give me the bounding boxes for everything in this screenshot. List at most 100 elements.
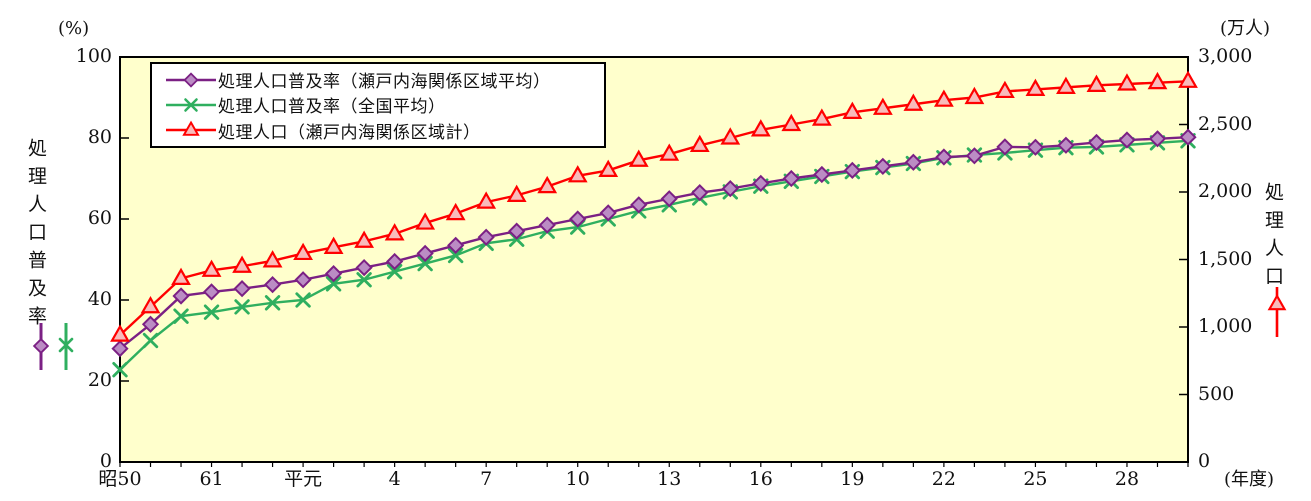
x-axis-tick-label: 7 [480,468,493,490]
series-triangle [110,70,1198,342]
x-marker-icon [203,304,220,320]
diamond-marker-icon [416,244,434,263]
triangle-marker-icon [720,127,741,145]
x-axis-tick-label: 13 [657,468,682,490]
x-axis-tick-label: 10 [565,468,590,490]
x-marker-icon [447,247,464,264]
left-axis-tick-label: 40 [87,288,112,310]
left-axis-tick-label: 100 [75,45,112,67]
triangle-marker-icon [842,101,863,119]
triangle-marker-icon [872,97,893,115]
right-axis-tick-label: 1,500 [1198,247,1253,270]
x-axis-tick-label: 28 [1114,468,1140,490]
triangle-marker-icon [1025,78,1046,96]
diamond-marker-icon [752,174,770,192]
diamond-marker-icon [32,337,50,355]
diamond-marker-icon [183,72,199,88]
triangle-marker-icon [598,159,619,177]
right-axis-title: 処理人口 [1262,182,1284,294]
triangle-marker-icon [171,267,191,285]
x-marker-icon [58,337,74,353]
x-axis-tick-label: 4 [388,468,401,490]
diamond-marker-icon [263,275,282,294]
diamond-marker-icon [1148,130,1167,148]
diamond-marker-icon [477,228,495,246]
x-marker-icon [325,276,342,292]
x-axis-tick-label: 平元 [284,468,323,490]
triangle-marker-icon [182,120,200,137]
right-axis-tick-label: 1,000 [1198,315,1253,337]
x-axis-tick-label: 16 [748,468,773,490]
diamond-marker-icon [1057,136,1075,154]
legend-marker-sample [166,120,216,137]
triangle-marker-icon [1147,71,1168,90]
diamond-marker-icon [111,339,129,358]
diamond-marker-icon [691,184,709,202]
x-marker-icon [386,263,403,280]
diamond-marker-icon [141,315,160,333]
x-marker-icon [184,98,198,112]
triangle-marker-icon [659,143,680,161]
diamond-marker-icon [172,287,190,305]
diamond-marker-icon [935,148,953,166]
triangle-marker-icon [903,93,924,111]
left-axis-title: 処理人口普及率 [25,138,47,334]
triangle-marker-icon [1056,76,1076,94]
triangle-marker-icon [384,223,405,241]
diamond-marker-icon [294,271,312,289]
left-axis-unit: (%) [58,18,90,39]
triangle-marker-icon [445,202,466,221]
legend-marker-sample [166,98,216,112]
diamond-marker-icon [996,138,1014,156]
x-marker-icon [234,299,250,315]
diamond-marker-icon [386,252,404,271]
diamond-marker-icon [233,280,251,298]
triangle-marker-icon [110,324,130,342]
triangle-marker-icon [415,212,436,230]
diamond-marker-icon [813,165,831,184]
diamond-marker-icon [508,222,526,240]
triangle-marker-icon [811,108,832,126]
x-axis-tick-label: 22 [931,468,956,490]
x-axis-tick-label: 25 [1023,468,1048,490]
legend-label: 処理人口（瀬戸内海関係区域計） [218,122,481,143]
diamond-marker-icon [630,196,648,214]
left-axis-series-marker-icons [32,323,74,370]
legend-item: 処理人口（瀬戸内海関係区域計） [164,118,600,143]
legend-label: 処理人口普及率（全国平均） [218,97,446,118]
x-marker-icon [142,332,159,349]
right-axis-unit: (万人) [1220,18,1271,39]
x-axis-unit: (年度) [1224,469,1275,490]
series-diamond [111,128,1197,358]
x-marker-icon [264,295,281,311]
left-axis-tick-label: 0 [99,450,112,472]
legend-item: 処理人口普及率（全国平均） [164,92,600,117]
left-axis-tick-label: 60 [87,207,112,229]
right-axis-tick-label: 3,000 [1198,45,1253,67]
right-axis-series-marker-icon [1267,287,1287,337]
x-axis-tick-label: 19 [840,468,865,490]
triangle-marker-icon [293,242,313,261]
diamond-marker-icon [599,204,617,222]
legend: 処理人口普及率（瀬戸内海関係区域平均） 処理人口普及率（全国平均） 処理人口（瀬戸内… [150,62,606,148]
diamond-marker-icon [202,283,221,301]
triangle-marker-icon [1117,73,1137,91]
triangle-marker-icon [1178,70,1198,88]
triangle-marker-icon [140,296,161,314]
triangle-marker-icon [964,86,985,105]
x-axis-tick-label: 61 [199,468,224,490]
left-axis-tick-label: 80 [87,126,112,148]
series-line [119,139,1189,371]
triangle-marker-icon [628,149,649,167]
x-marker-icon [173,308,189,324]
x-marker-icon [417,255,433,272]
triangle-marker-icon [995,80,1015,99]
triangle-marker-icon [689,134,710,153]
diamond-marker-icon [569,210,587,228]
right-axis-tick-label: 2,000 [1198,180,1253,202]
diamond-marker-icon [721,180,739,198]
diamond-marker-icon [843,161,861,180]
right-axis-tick-label: 2,500 [1198,112,1253,135]
diamond-marker-icon [1179,128,1197,146]
